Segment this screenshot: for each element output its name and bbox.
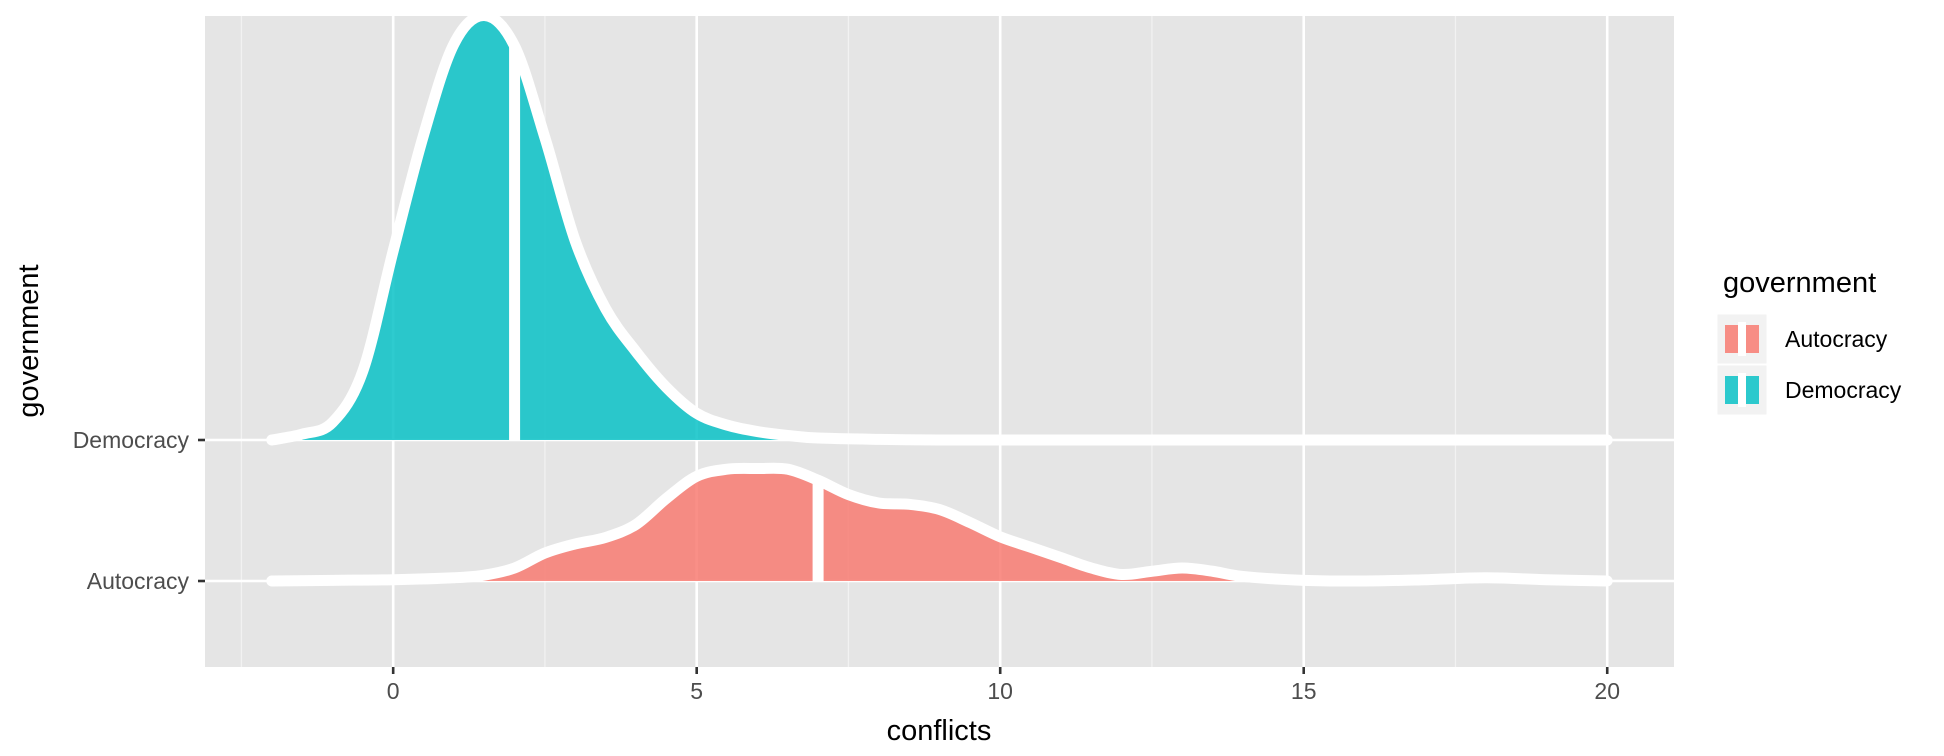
y-axis-title: government (13, 264, 45, 417)
y-tick-label: Democracy (73, 427, 190, 453)
density-fill-democracy (271, 15, 1608, 441)
density-outline-democracy (266, 10, 1613, 446)
legend-title: government (1723, 267, 1876, 299)
legend-label: Autocracy (1785, 326, 1888, 352)
x-tick-label: 15 (1291, 678, 1317, 704)
density-fill-autocracy (271, 468, 1608, 582)
y-axis: Autocracy Democracy (73, 427, 205, 594)
legend: government Autocracy Democracy (1716, 267, 1902, 416)
y-tick-label: Autocracy (87, 568, 190, 594)
x-axis: 0 5 10 15 20 (387, 667, 1620, 704)
legend-label: Democracy (1785, 377, 1902, 403)
legend-item: Autocracy (1716, 313, 1888, 365)
x-tick-label: 5 (690, 678, 703, 704)
legend-items: Autocracy Democracy (1716, 313, 1902, 416)
x-axis-title: conflicts (887, 715, 992, 747)
legend-item: Democracy (1716, 364, 1902, 416)
x-tick-label: 20 (1594, 678, 1620, 704)
x-tick-label: 0 (387, 678, 400, 704)
series-layer (266, 10, 1613, 587)
density-outline-autocracy (266, 462, 1613, 587)
x-tick-label: 10 (987, 678, 1013, 704)
